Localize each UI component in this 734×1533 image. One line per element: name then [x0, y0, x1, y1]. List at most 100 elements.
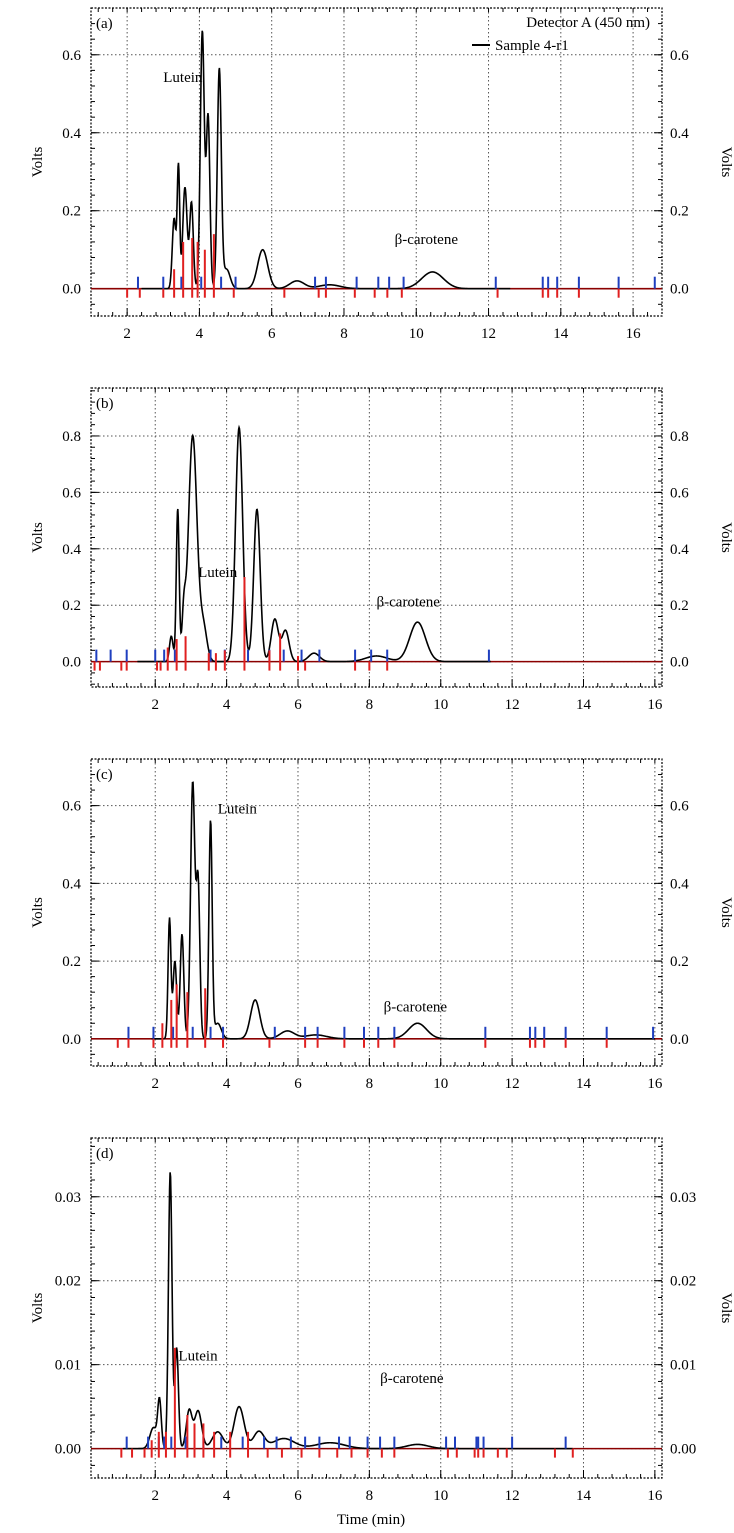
chart-panel-2: 2 4 6 8 10 12 14 16 0.0 0.0 0.2 0.2 0.4 0.4 0.6 0.6 0.8 0…	[30, 387, 734, 713]
plot-frame	[90, 1137, 663, 1479]
legend-detector-label: Detector A (450 nm)	[526, 15, 650, 31]
chromatogram-trace	[123, 1172, 573, 1450]
y-tick-label-left: 0.8	[62, 429, 81, 445]
y-tick-label-right: 0.4	[670, 126, 689, 142]
x-tick-label: 12	[481, 326, 496, 342]
chromatogram-trace	[151, 781, 655, 1040]
peak-annotation: Lutein	[198, 565, 238, 581]
plot-frame	[90, 7, 663, 317]
y-tick-label-left: 0.2	[62, 204, 81, 220]
x-tick-label: 8	[366, 697, 374, 713]
x-tick-label: 16	[647, 1076, 663, 1092]
x-tick-label: 14	[576, 697, 592, 713]
x-tick-label: 4	[223, 1488, 231, 1504]
x-tick-label: 12	[505, 697, 520, 713]
peak-annotation: β-carotene	[380, 1371, 444, 1387]
y-axis-title-left: Volts	[30, 1293, 46, 1324]
panel-label: (d)	[96, 1146, 114, 1162]
x-tick-label: 8	[366, 1076, 374, 1092]
x-tick-label: 2	[151, 1488, 159, 1504]
y-tick-label-left: 0.4	[62, 876, 81, 892]
y-axis-title-right: Volts	[718, 1293, 734, 1324]
y-axis-title-left: Volts	[30, 147, 46, 178]
y-tick-label-left: 0.0	[62, 1032, 81, 1048]
x-tick-label: 10	[433, 1488, 448, 1504]
x-tick-label: 6	[268, 326, 276, 342]
peak-annotation: Lutein	[218, 801, 258, 817]
y-tick-label-right: 0.01	[670, 1358, 696, 1374]
peak-annotation: β-carotene	[395, 232, 459, 248]
y-tick-label-left: 0.4	[62, 542, 81, 558]
y-tick-label-right: 0.2	[670, 598, 689, 614]
x-tick-label: 6	[294, 1488, 302, 1504]
x-tick-label: 16	[647, 697, 663, 713]
x-tick-label: 2	[123, 326, 131, 342]
y-tick-label-right: 0.4	[670, 542, 689, 558]
chromatogram-trace	[137, 424, 491, 663]
y-tick-label-right: 0.00	[670, 1442, 696, 1458]
y-tick-label-right: 0.8	[670, 429, 689, 445]
y-tick-label-right: 0.0	[670, 1032, 689, 1048]
y-tick-label-left: 0.0	[62, 655, 81, 671]
x-tick-label: 10	[409, 326, 424, 342]
x-tick-label: 10	[433, 697, 448, 713]
y-tick-label-left: 0.6	[62, 48, 81, 64]
panel-label: (c)	[96, 767, 113, 783]
y-tick-label-left: 0.02	[55, 1274, 81, 1290]
chart-panel-4: 2 4 6 8 10 12 14 16 0.00 0.00 0.01 0.01 0.02 0.02 0.03…	[30, 1137, 734, 1504]
y-axis-title-right: Volts	[718, 897, 734, 928]
x-axis-title: Time (min)	[337, 1512, 405, 1528]
y-tick-label-right: 0.6	[670, 485, 689, 501]
y-tick-label-left: 0.0	[62, 282, 81, 298]
y-tick-label-right: 0.4	[670, 876, 689, 892]
y-tick-label-right: 0.2	[670, 204, 689, 220]
y-tick-label-left: 0.6	[62, 485, 81, 501]
y-axis-title-left: Volts	[30, 522, 46, 553]
x-tick-label: 2	[151, 697, 159, 713]
x-tick-label: 16	[647, 1488, 663, 1504]
x-tick-label: 6	[294, 697, 302, 713]
y-axis-title-right: Volts	[718, 147, 734, 178]
chart-panel-1: 2 4 6 8 10 12 14 16 0.0 0.0 0.2 0.2 0.4 0.4 0.6 0.6 Volt…	[30, 7, 734, 342]
plot-frame	[90, 758, 663, 1067]
x-tick-label: 12	[505, 1076, 520, 1092]
x-tick-label: 4	[223, 1076, 231, 1092]
peak-annotation: Lutein	[163, 70, 203, 86]
peak-annotation: β-carotene	[377, 595, 441, 611]
chart-panel-3: 2 4 6 8 10 12 14 16 0.0 0.0 0.2 0.2 0.4 0.4 0.6 0.6 Volt…	[30, 758, 734, 1092]
x-tick-label: 12	[505, 1488, 520, 1504]
y-tick-label-left: 0.01	[55, 1358, 81, 1374]
y-tick-label-right: 0.03	[670, 1190, 696, 1206]
y-axis-title-left: Volts	[30, 897, 46, 928]
legend: Detector A (450 nm) Sample 4-r1	[472, 15, 650, 54]
y-tick-label-right: 0.0	[670, 282, 689, 298]
y-tick-label-left: 0.00	[55, 1442, 81, 1458]
peak-annotation: Lutein	[178, 1348, 218, 1364]
x-tick-label: 14	[553, 326, 569, 342]
y-tick-label-left: 0.4	[62, 126, 81, 142]
y-tick-label-right: 0.6	[670, 48, 689, 64]
x-tick-label: 4	[223, 697, 231, 713]
y-tick-label-left: 0.2	[62, 598, 81, 614]
x-tick-label: 6	[294, 1076, 302, 1092]
peak-annotation: β-carotene	[384, 1000, 448, 1016]
y-tick-label-left: 0.2	[62, 954, 81, 970]
x-tick-label: 4	[196, 326, 204, 342]
y-tick-label-right: 0.0	[670, 655, 689, 671]
legend-series-label: Sample 4-r1	[495, 38, 569, 54]
x-tick-label: 10	[433, 1076, 448, 1092]
x-tick-label: 8	[340, 326, 348, 342]
x-tick-label: 14	[576, 1488, 592, 1504]
y-tick-label-right: 0.6	[670, 799, 689, 815]
x-tick-label: 14	[576, 1076, 592, 1092]
panel-label: (a)	[96, 16, 113, 32]
y-tick-label-left: 0.03	[55, 1190, 81, 1206]
x-tick-label: 2	[151, 1076, 159, 1092]
y-tick-label-right: 0.02	[670, 1274, 696, 1290]
panel-label: (b)	[96, 396, 114, 412]
y-axis-title-right: Volts	[718, 522, 734, 553]
x-tick-label: 8	[366, 1488, 374, 1504]
x-tick-label: 16	[626, 326, 642, 342]
y-tick-label-left: 0.6	[62, 799, 81, 815]
